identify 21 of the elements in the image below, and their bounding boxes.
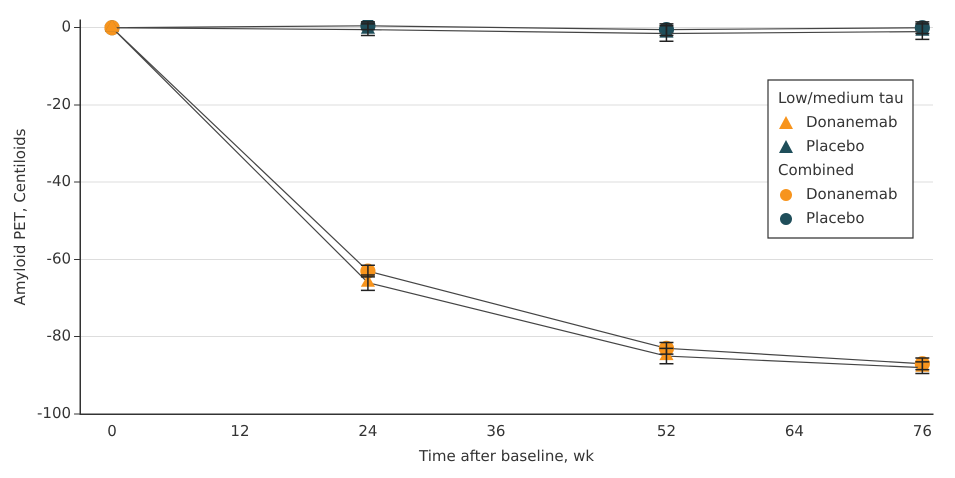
y-tick-label: -60 xyxy=(46,249,72,268)
legend-label: Donanemab xyxy=(806,184,898,203)
x-tick-label: 52 xyxy=(656,422,676,440)
legend-label: Placebo xyxy=(806,136,865,155)
y-tick-label: -100 xyxy=(36,404,72,422)
x-tick-label: 64 xyxy=(784,422,804,440)
x-tick-label: 0 xyxy=(107,422,117,440)
y-tick-label: 0 xyxy=(61,18,72,36)
x-tick-label: 24 xyxy=(358,422,378,440)
x-tick-label: 76 xyxy=(912,422,932,440)
x-axis-title: Time after baseline, wk xyxy=(418,446,594,465)
x-tick-label: 36 xyxy=(486,422,506,440)
legend-title: Low/medium tau xyxy=(778,88,904,107)
y-tick-label: -20 xyxy=(46,94,72,113)
legend-label: Placebo xyxy=(806,208,865,227)
legend-label: Donanemab xyxy=(806,112,898,131)
y-tick-label: -40 xyxy=(46,172,72,190)
y-tick-label: -80 xyxy=(46,326,72,345)
x-tick-label: 12 xyxy=(230,422,250,440)
annotation: Combined xyxy=(778,160,854,179)
y-axis-title: Amyloid PET, Centiloids xyxy=(10,128,29,306)
